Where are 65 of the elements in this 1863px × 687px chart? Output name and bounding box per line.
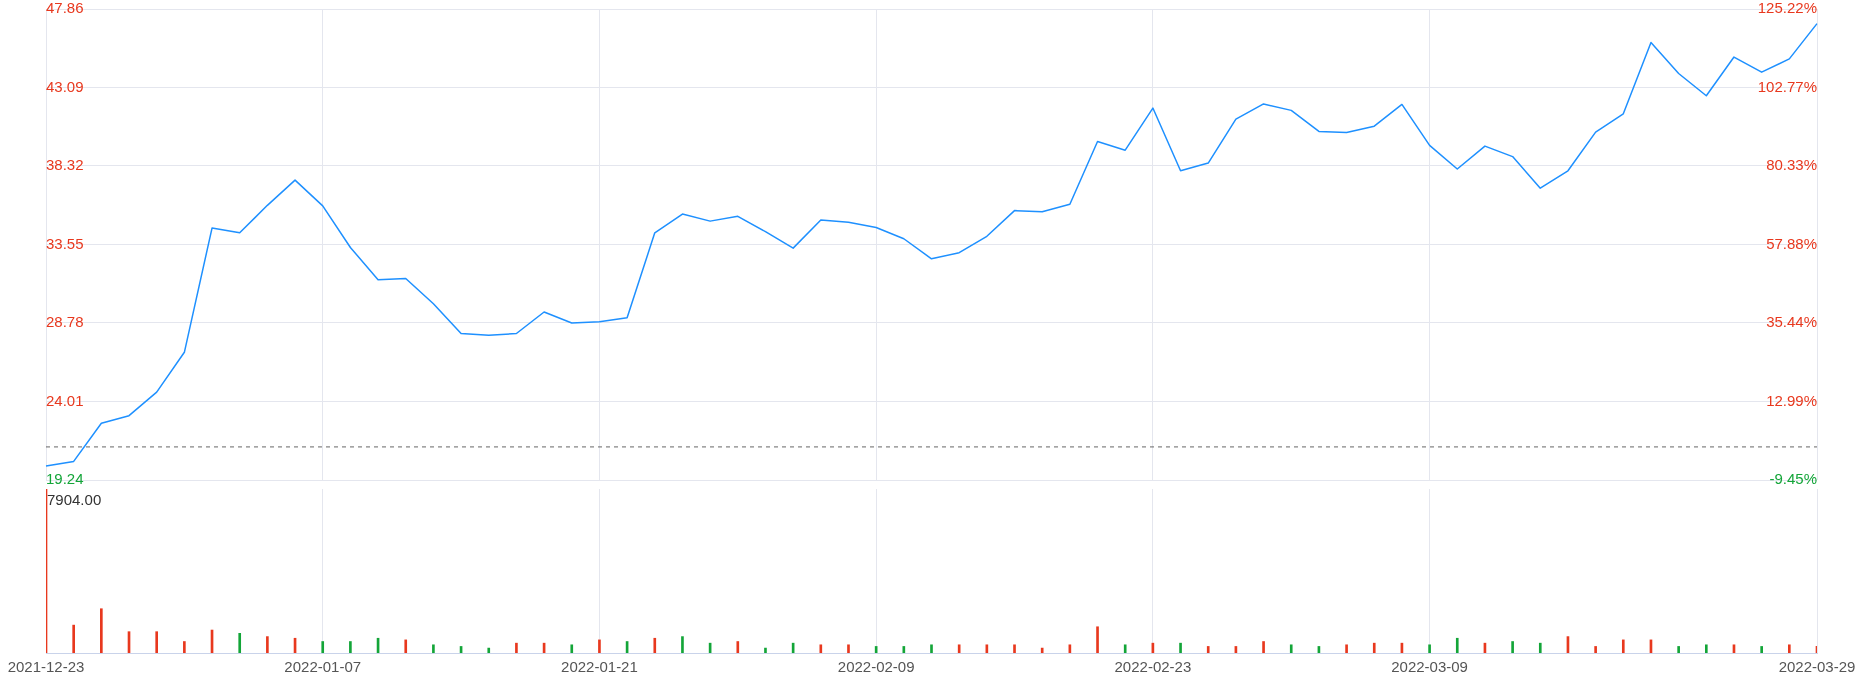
x-tick-label: 2021-12-23 xyxy=(7,658,85,676)
x-tick-label: 2022-03-09 xyxy=(1391,658,1468,676)
bar xyxy=(1013,644,1016,653)
y-tick-label: 24.01 xyxy=(46,391,84,409)
y2-tick-label: 12.99% xyxy=(1766,391,1817,409)
y2-tick-label: 125.22% xyxy=(1757,0,1817,17)
y-tick-label: 43.09 xyxy=(46,77,84,95)
bar xyxy=(1206,646,1210,653)
bar xyxy=(1704,644,1708,653)
bar xyxy=(1428,644,1431,653)
bar xyxy=(1289,644,1293,653)
x-tick-label: 2022-01-07 xyxy=(284,658,362,676)
x-tick-label: 2022-02-09 xyxy=(837,658,915,676)
bar xyxy=(432,644,435,653)
bar xyxy=(1760,646,1763,653)
bar xyxy=(1123,644,1127,653)
bar xyxy=(404,639,408,653)
y2-tick-label: -9.45% xyxy=(1769,470,1817,488)
annotation: 7904.00 xyxy=(47,490,102,508)
bar xyxy=(1455,637,1459,653)
y-tick-label: 19.24 xyxy=(46,470,84,488)
bar xyxy=(183,641,186,653)
bar xyxy=(266,636,269,653)
bar xyxy=(1179,642,1182,653)
bar xyxy=(1538,642,1542,653)
bar xyxy=(681,636,684,653)
y-tick-label: 33.55 xyxy=(46,234,84,252)
bar xyxy=(349,641,352,653)
bar xyxy=(321,641,325,653)
bar xyxy=(1262,641,1265,653)
bar xyxy=(100,608,103,653)
bar xyxy=(1345,644,1348,653)
y2-tick-label: 35.44% xyxy=(1766,313,1817,331)
x-tick-label: 2022-01-21 xyxy=(561,658,638,676)
bar xyxy=(847,644,850,653)
bar xyxy=(1788,644,1791,653)
bar xyxy=(930,644,933,653)
bar xyxy=(72,624,75,653)
bar xyxy=(819,644,823,653)
bar xyxy=(1621,639,1625,653)
y-tick-label: 38.32 xyxy=(46,156,84,174)
bar xyxy=(957,644,961,653)
bar xyxy=(515,642,518,653)
bar xyxy=(1096,626,1099,653)
bar xyxy=(653,637,657,653)
bar xyxy=(155,631,159,653)
x-tick-label: 2022-02-23 xyxy=(1114,658,1192,676)
bar xyxy=(1511,641,1514,653)
bar xyxy=(736,641,740,653)
bar xyxy=(1594,646,1597,653)
bar xyxy=(1677,646,1680,653)
y-tick-label: 47.86 xyxy=(46,0,84,17)
bar xyxy=(487,647,491,653)
bar xyxy=(1040,647,1044,653)
y2-tick-label: 102.77% xyxy=(1757,77,1817,95)
bar xyxy=(1372,642,1376,653)
x-tick-label: 2022-03-29 xyxy=(1778,658,1856,676)
y2-tick-label: 80.33% xyxy=(1766,156,1817,174)
bar xyxy=(238,632,242,653)
bar xyxy=(902,646,906,653)
bar xyxy=(570,644,574,653)
bar xyxy=(764,647,767,653)
bar xyxy=(598,639,601,653)
y2-tick-label: 57.88% xyxy=(1766,234,1817,252)
y-tick-label: 28.78 xyxy=(46,313,84,331)
